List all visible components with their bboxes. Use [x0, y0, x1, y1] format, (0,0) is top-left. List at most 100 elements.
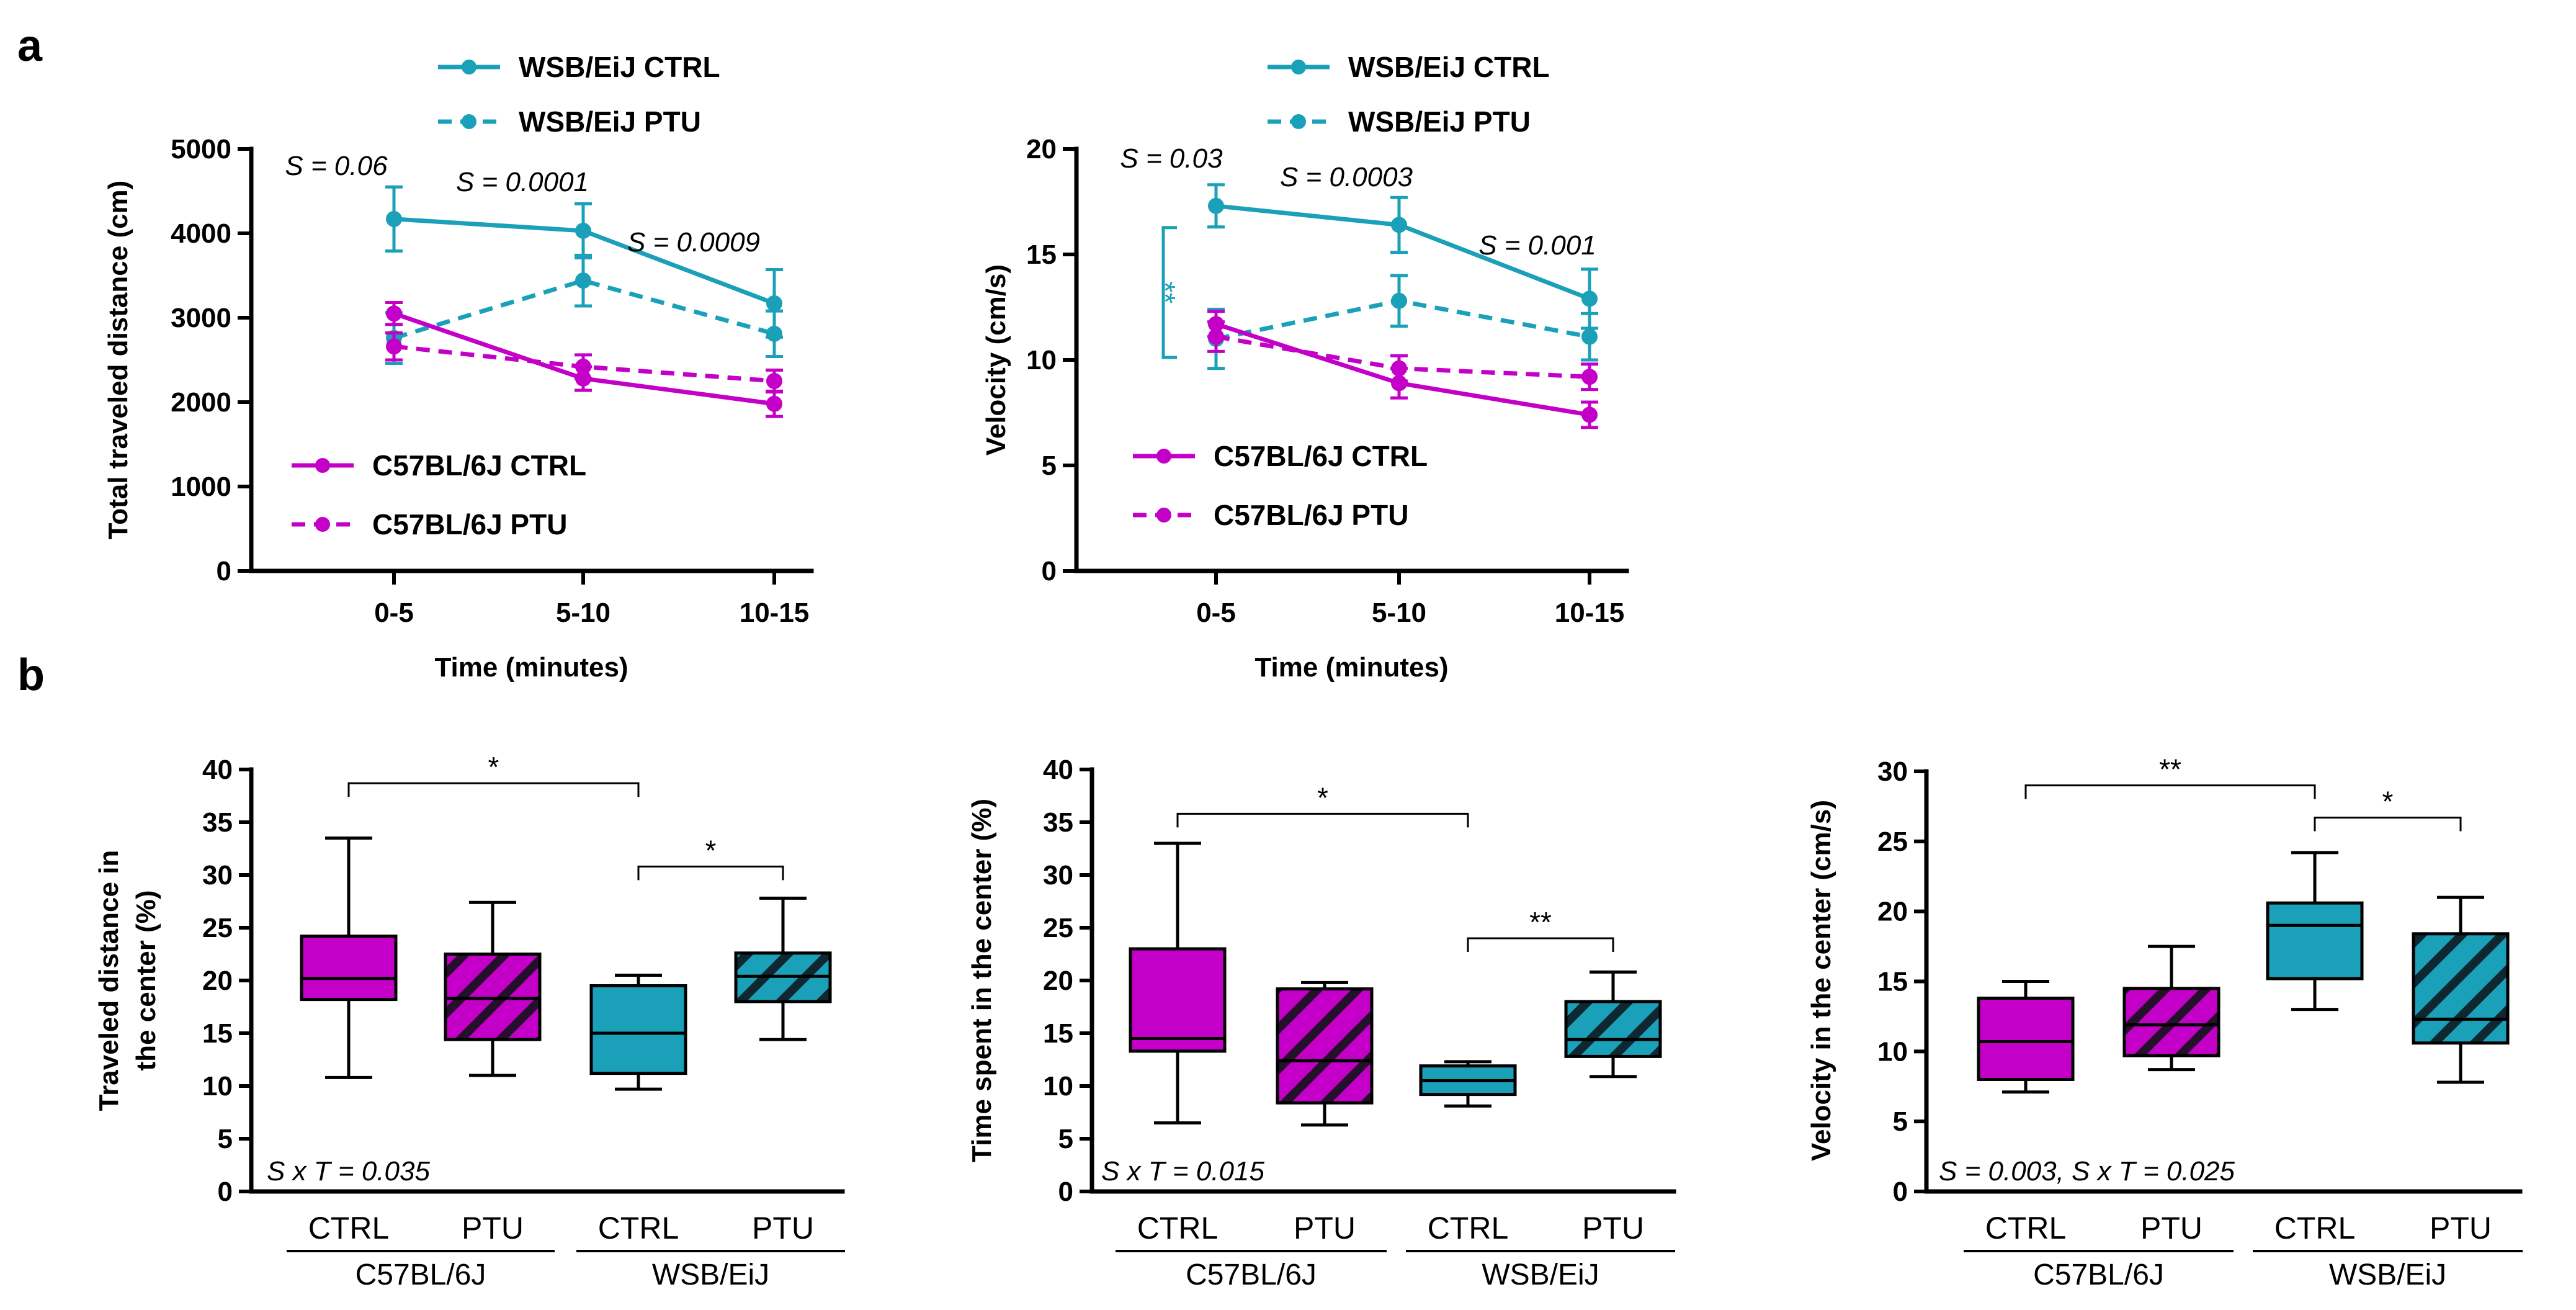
data-point: [766, 325, 782, 342]
data-point: [386, 305, 402, 322]
significance-label: *: [488, 751, 499, 783]
y-tick-label: 5000: [171, 134, 231, 164]
box-3: [589, 974, 687, 1091]
series-wsb-eij-ptu: [385, 253, 783, 365]
legend-wsb-eij-ptu: WSB/EiJ PTU: [438, 105, 701, 138]
y-tick-label: 0: [217, 556, 231, 586]
legend-marker: [1291, 114, 1306, 129]
box-2: [444, 900, 542, 1077]
significance-bracket: [1176, 812, 1469, 828]
x-category-label: CTRL: [308, 1211, 390, 1245]
data-point: [1581, 369, 1598, 385]
x-tick-label: 5-10: [556, 598, 610, 628]
data-point: [1391, 360, 1407, 377]
box-1: [1129, 841, 1227, 1124]
group-label: WSB/EiJ: [2329, 1258, 2446, 1291]
y-tick-label: 3000: [171, 303, 231, 333]
legend-label: C57BL/6J PTU: [372, 508, 567, 541]
significance-bracket: [1467, 937, 1614, 952]
legend-wsb-eij-ptu: WSB/EiJ PTU: [1268, 105, 1531, 138]
y-tick-label: 40: [1043, 755, 1073, 785]
chart-center-time: 0 5 10 15 20 25 30 35 40 Time spent in the center…: [967, 755, 1676, 1291]
data-point: [386, 338, 402, 355]
significance-annotation: S = 0.0003: [1280, 162, 1413, 192]
significance-annotation: S = 0.001: [1478, 230, 1596, 261]
x-tick-label: 0-5: [1196, 598, 1236, 628]
y-tick-label: 10: [1043, 1071, 1073, 1101]
x-category-label: PTU: [2140, 1211, 2203, 1245]
y-axis-label: Traveled distance in: [94, 850, 124, 1111]
legend-marker: [1291, 60, 1306, 74]
significance-annotation: S = 0.0009: [627, 227, 760, 258]
significance-label: *: [2382, 785, 2394, 817]
stat-annotation: S x T = 0.035: [267, 1156, 430, 1187]
y-axis-label: Velocity (cm/s): [981, 264, 1011, 455]
box-2: [1276, 980, 1374, 1127]
y-tick-label: 5: [1042, 451, 1057, 481]
significance-annotation: S = 0.0001: [456, 167, 589, 197]
data-point: [1581, 406, 1598, 423]
y-tick-label: 30: [1043, 860, 1073, 891]
y-tick-label: 0: [1893, 1177, 1908, 1207]
legend-label: C57BL/6J CTRL: [1214, 440, 1428, 472]
data-point: [1581, 290, 1598, 307]
box-iqr: [2122, 987, 2220, 1057]
legend-c57bl-6j-ctrl: C57BL/6J CTRL: [292, 449, 586, 482]
box-iqr: [300, 935, 398, 1002]
chart-total-distance: 0 1000 2000 3000 4000 5000 0-5 5-10 10-15 Time (m…: [103, 51, 814, 683]
stat-annotation: S = 0.003, S x T = 0.025: [1939, 1156, 2235, 1187]
chart-velocity: 0 5 10 15 20 0-5 5-10 10-15 Time (minutes) Veloci…: [981, 51, 1629, 683]
chart-center-distance: 0 5 10 15 20 25 30 35 40 Traveled distance in the …: [94, 751, 845, 1291]
legend-marker: [462, 114, 476, 129]
y-tick-label: 5: [1893, 1106, 1908, 1137]
y-tick-label: 25: [1043, 913, 1073, 943]
group-label: WSB/EiJ: [652, 1258, 769, 1291]
y-tick-label: 2000: [171, 387, 231, 418]
y-tick-label: 5: [218, 1124, 233, 1154]
y-tick-label: 20: [1026, 134, 1057, 164]
box-iqr: [1977, 997, 2075, 1081]
box-1: [1977, 980, 2075, 1094]
x-tick-label: 10-15: [1555, 598, 1625, 628]
legend-label: C57BL/6J PTU: [1214, 499, 1408, 531]
box-iqr: [1564, 1000, 1662, 1058]
y-tick-label: 10: [1026, 345, 1057, 375]
y-axis-label: Velocity in the center (cm/s): [1806, 800, 1836, 1161]
data-point: [575, 222, 591, 239]
y-axis-label: the center (%): [131, 891, 161, 1071]
y-tick-label: 1000: [171, 472, 231, 502]
box-4: [1564, 970, 1662, 1079]
series-wsb-eij-ctrl: [385, 185, 783, 339]
legend-wsb-eij-ctrl: WSB/EiJ CTRL: [1268, 51, 1550, 83]
x-category-label: CTRL: [2274, 1211, 2356, 1245]
y-tick-label: 20: [1877, 897, 1908, 927]
legend-label: C57BL/6J CTRL: [372, 449, 586, 482]
y-tick-label: 20: [202, 966, 233, 996]
x-tick-label: 5-10: [1372, 598, 1426, 628]
box-iqr: [444, 953, 542, 1041]
data-point: [1391, 292, 1407, 309]
box-1: [300, 837, 398, 1079]
significance-bracket: [347, 782, 640, 797]
x-category-label: PTU: [462, 1211, 524, 1245]
significance-label: **: [1529, 906, 1552, 938]
box-3: [1419, 1060, 1517, 1108]
significance-bracket-label: **: [1149, 281, 1181, 303]
x-category-label: PTU: [752, 1211, 814, 1245]
y-tick-label: 15: [202, 1018, 233, 1049]
y-tick-label: 10: [202, 1071, 233, 1101]
data-point: [386, 210, 402, 227]
x-category-label: CTRL: [1428, 1211, 1509, 1245]
y-tick-label: 35: [202, 807, 233, 838]
y-axis-label: Total traveled distance (cm): [103, 181, 133, 540]
chart-center-velocity: 0 5 10 15 20 25 30 Velocity in the center (cm/s…: [1806, 753, 2523, 1291]
x-category-label: CTRL: [1137, 1211, 1219, 1245]
y-tick-label: 0: [218, 1177, 233, 1207]
x-tick-label: 0-5: [374, 598, 414, 628]
x-category-label: PTU: [1294, 1211, 1356, 1245]
y-tick-label: 0: [1042, 556, 1057, 586]
data-point: [1391, 217, 1407, 233]
box-3: [2266, 851, 2364, 1012]
data-point: [1391, 375, 1407, 392]
